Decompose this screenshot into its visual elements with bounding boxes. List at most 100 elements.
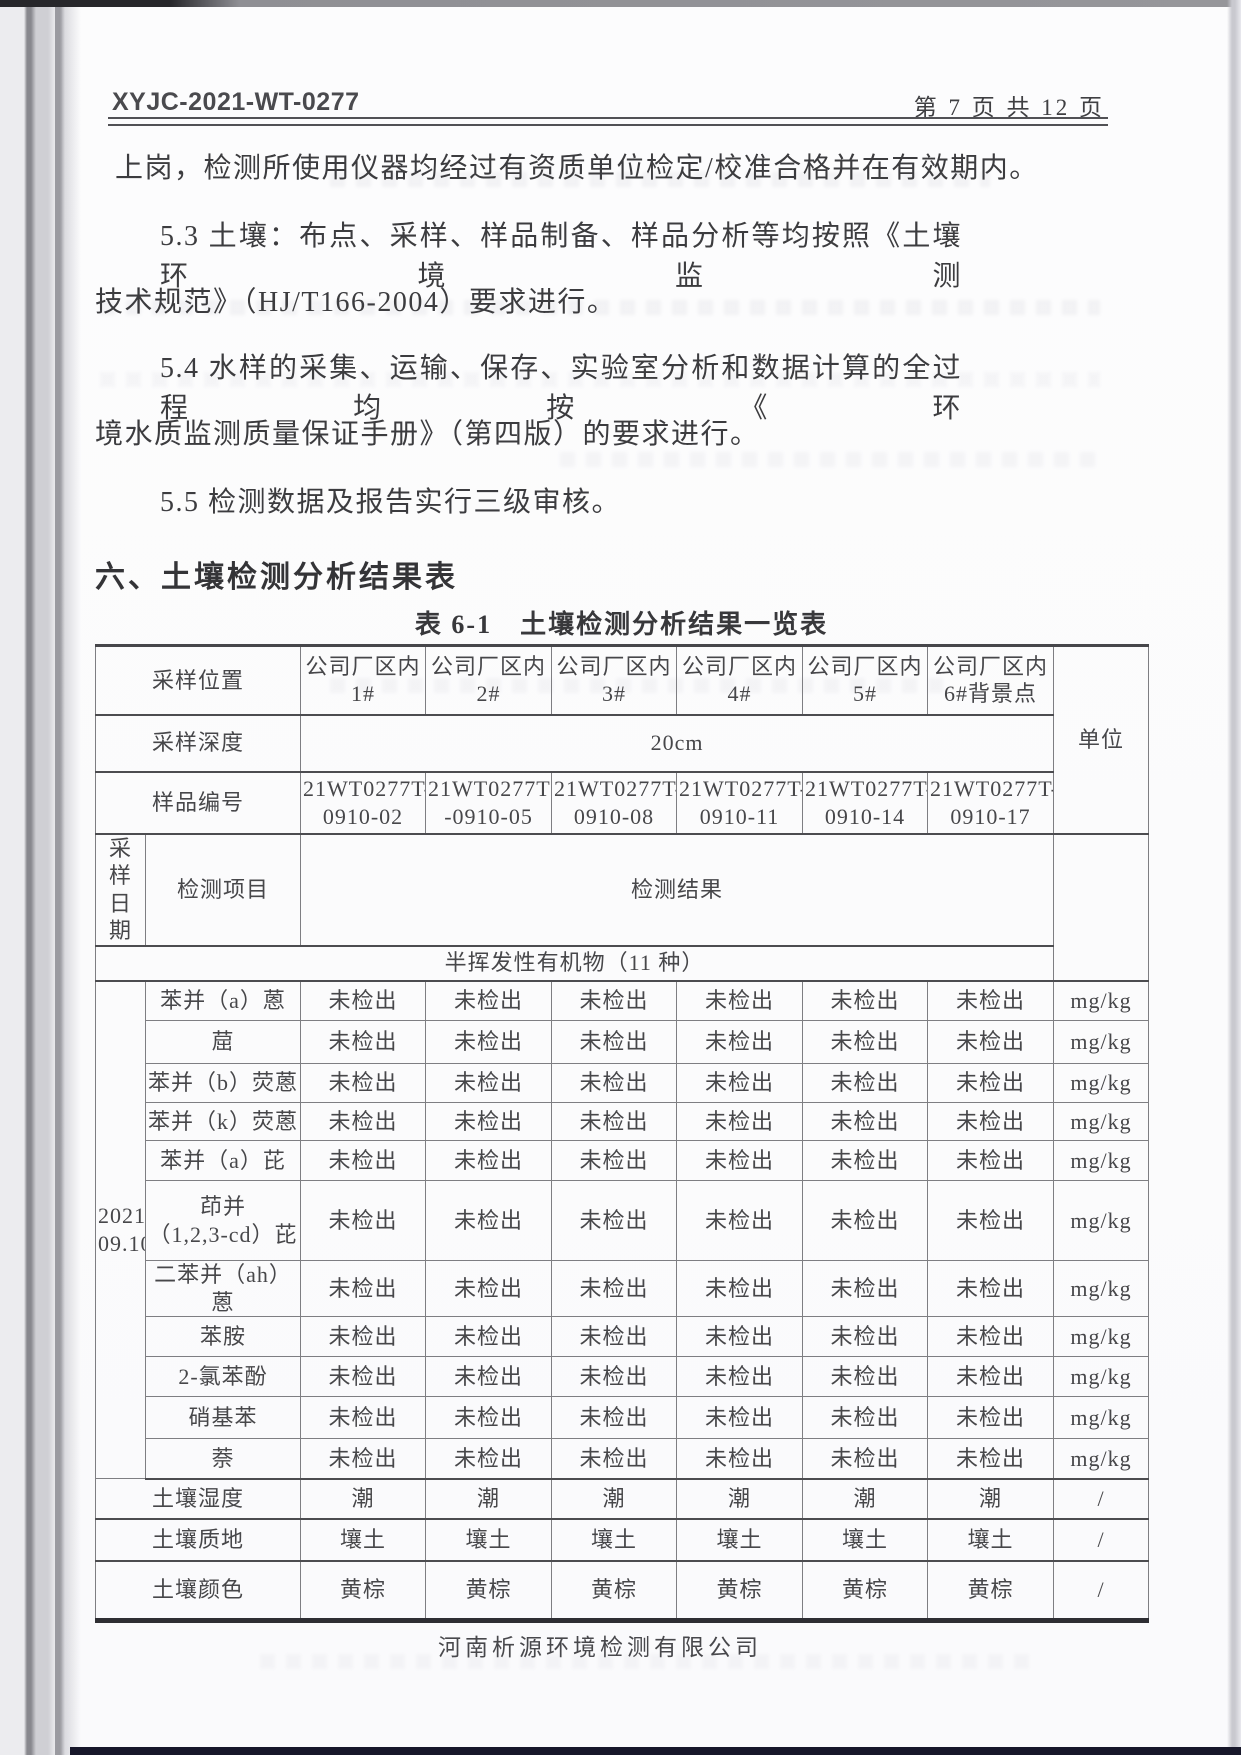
row-compound: 苯胺 未检出 未检出 未检出 未检出 未检出 未检出 mg/kg [96,1316,1150,1357]
result-cell: 未检出 [927,980,1055,1021]
result-cell: 未检出 [802,1140,929,1181]
sampling-date-value-cell: 2021. 09.10 [95,980,146,1479]
scan-bottom-band [70,1747,1241,1755]
result-cell: 未检出 [551,1260,678,1317]
result-cell: 未检出 [425,1180,553,1261]
result-cell: 未检出 [927,1356,1055,1397]
result-cell: 黄棕 [551,1560,678,1621]
row-compound: 苯并（k）荧蒽 未检出 未检出 未检出 未检出 未检出 未检出 mg/kg [96,1102,1150,1141]
result-cell: 黄棕 [425,1560,553,1621]
label-cell: 样品编号 [94,771,302,835]
result-cell: 未检出 [300,1438,427,1480]
result-cell: 潮 [300,1478,427,1520]
value-cell: 21WT0277T -0910-05 [425,771,553,835]
label-cell: 土壤质地 [94,1518,302,1562]
body-line: 境水质监测质量保证手册》（第四版）的要求进行。 [95,419,760,450]
result-cell: 潮 [802,1478,929,1520]
result-cell: 未检出 [802,980,929,1021]
result-cell: 壤土 [551,1518,678,1562]
result-cell: 壤土 [300,1518,427,1562]
soil-results-table: 采样位置 公司厂区内 1# 公司厂区内 2# 公司厂区内 3# 公司厂区内 4#… [94,644,1150,1623]
row-compound: 萘 未检出 未检出 未检出 未检出 未检出 未检出 mg/kg [96,1438,1150,1480]
result-cell: 未检出 [676,1438,804,1480]
result-cell: 未检出 [425,1260,553,1317]
page-number: 第 7 页 共 12 页 [913,95,1105,120]
result-cell: 未检出 [676,1316,804,1357]
result-cell: 未检出 [300,1102,427,1141]
result-cell: 未检出 [802,1102,929,1141]
result-cell: 潮 [425,1478,553,1520]
result-cell: 未检出 [802,1180,929,1261]
compound-name-cell: 萘 [144,1438,302,1480]
bleed-through-artifact [560,452,1100,467]
compound-name-cell: 䓛 [144,1020,302,1064]
label-cell: 土壤颜色 [94,1560,302,1621]
row-compound: 2021. 09.10 苯并（a）蒽 未检出 未检出 未检出 未检出 未检出 未… [95,980,1150,1479]
result-cell: 未检出 [927,1102,1055,1141]
compound-name-cell: 茚并 （1,2,3-cd）芘 [144,1180,302,1261]
value-cell: 公司厂区内 5# [802,645,929,716]
result-cell: 未检出 [676,1020,804,1064]
result-cell: 潮 [927,1478,1055,1520]
row-compound: 2-氯苯酚 未检出 未检出 未检出 未检出 未检出 未检出 mg/kg [96,1356,1150,1397]
unit-cell: / [1053,1560,1150,1621]
result-cell: 未检出 [300,1260,427,1317]
compound-name-cell: 苯胺 [144,1316,302,1357]
result-cell: 未检出 [300,1356,427,1397]
result-cell: 未检出 [425,1316,553,1357]
body-line: 5.4 水样的采集、运输、保存、实验室分析和数据计算的全过程均按《环 [160,353,962,424]
label-cell: 土壤湿度 [94,1478,302,1520]
value-cell: 公司厂区内 6#背景点 [927,645,1055,716]
result-cell: 未检出 [927,1396,1055,1439]
footer-company-name: 河南析源环境检测有限公司 [438,1635,762,1660]
result-cell: 黄棕 [300,1560,427,1621]
result-cell: 未检出 [300,1140,427,1181]
value-cell: 21WT0277T- 0910-08 [551,771,678,835]
row-detection-header: 采样 日期 检测项目 检测结果 [95,833,1150,982]
row-sampling-location: 采样位置 公司厂区内 1# 公司厂区内 2# 公司厂区内 3# 公司厂区内 4#… [94,645,1150,835]
value-cell: 公司厂区内 3# [551,645,678,716]
result-cell: 未检出 [300,980,427,1021]
result-cell: 未检出 [551,1063,678,1103]
value-cell: 21WT0277T- 0910-02 [300,771,427,835]
table-title: 表 6-1 土壤检测分析结果一览表 [414,610,829,639]
header-rule [108,117,1108,126]
unit-cell: mg/kg [1053,1140,1150,1181]
group-header-cell: 半挥发性有机物（11 种） [94,945,1055,982]
body-line: 上岗，检测所使用仪器均经过有资质单位检定/校准合格并在有效期内。 [115,153,1039,184]
result-cell: 未检出 [802,1020,929,1064]
label-cell: 检测项目 [144,833,302,947]
result-cell: 潮 [551,1478,678,1520]
unit-cell: mg/kg [1053,1020,1150,1064]
unit-cell: mg/kg [1053,1316,1150,1357]
unit-cell: mg/kg [1053,1260,1150,1317]
row-sample-id: 样品编号 21WT0277T- 0910-02 21WT0277T -0910-… [94,771,1149,835]
body-line: 5.3 土壤：布点、采样、样品制备、样品分析等均按照《土壤环境监测 [160,221,962,292]
result-cell: 未检出 [551,1316,678,1357]
result-cell: 未检出 [425,1140,553,1181]
row-soil-property: 土壤质地 壤土 壤土 壤土 壤土 壤土 壤土 / [94,1518,1150,1562]
compound-name-cell: 硝基苯 [144,1396,302,1439]
sampling-date-label-cell: 采样 日期 [95,833,146,947]
unit-cell: mg/kg [1053,1438,1150,1480]
result-cell: 未检出 [802,1316,929,1357]
body-line: 技术规范》（HJ/T166-2004）要求进行。 [95,287,617,318]
value-cell: 公司厂区内 1# [300,645,427,716]
row-soil-property: 土壤颜色 黄棕 黄棕 黄棕 黄棕 黄棕 黄棕 / [94,1560,1150,1621]
result-cell: 未检出 [802,1260,929,1317]
compound-name-cell: 苯并（a）芘 [144,1140,302,1181]
result-cell: 未检出 [300,1063,427,1103]
compound-name-cell: 2-氯苯酚 [144,1356,302,1397]
unit-cell: mg/kg [1053,1396,1150,1439]
result-cell: 未检出 [300,1396,427,1439]
label-cell: 采样深度 [94,714,302,773]
result-cell: 未检出 [300,1180,427,1261]
result-cell: 未检出 [802,1356,929,1397]
result-cell: 未检出 [927,1020,1055,1064]
row-compound: 硝基苯 未检出 未检出 未检出 未检出 未检出 未检出 mg/kg [96,1396,1150,1439]
result-cell: 未检出 [551,1140,678,1181]
unit-cell: / [1053,1478,1150,1520]
row-compound: 茚并 （1,2,3-cd）芘 未检出 未检出 未检出 未检出 未检出 未检出 m… [96,1180,1150,1261]
value-cell: 公司厂区内 2# [425,645,553,716]
